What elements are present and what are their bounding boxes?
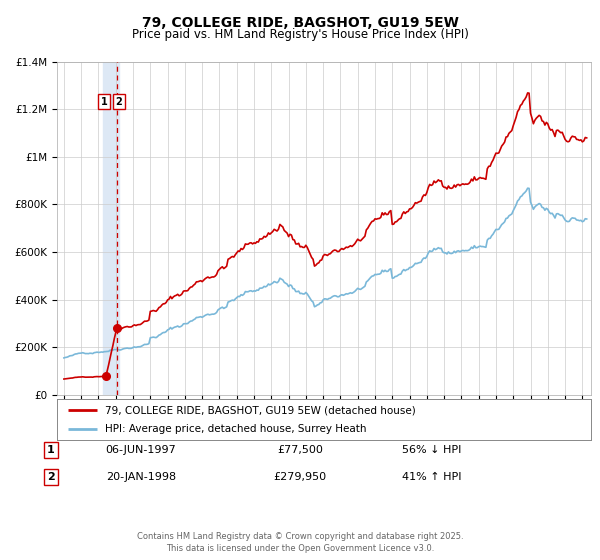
Text: 20-JAN-1998: 20-JAN-1998: [106, 472, 176, 482]
Text: 79, COLLEGE RIDE, BAGSHOT, GU19 5EW: 79, COLLEGE RIDE, BAGSHOT, GU19 5EW: [142, 16, 458, 30]
Text: 56% ↓ HPI: 56% ↓ HPI: [403, 445, 461, 455]
Text: 06-JUN-1997: 06-JUN-1997: [106, 445, 176, 455]
Text: 79, COLLEGE RIDE, BAGSHOT, GU19 5EW (detached house): 79, COLLEGE RIDE, BAGSHOT, GU19 5EW (det…: [105, 405, 416, 415]
Text: £279,950: £279,950: [274, 472, 326, 482]
Text: HPI: Average price, detached house, Surrey Heath: HPI: Average price, detached house, Surr…: [105, 424, 367, 433]
Text: £77,500: £77,500: [277, 445, 323, 455]
Text: 1: 1: [100, 96, 107, 106]
Text: Contains HM Land Registry data © Crown copyright and database right 2025.
This d: Contains HM Land Registry data © Crown c…: [137, 533, 463, 553]
Text: 2: 2: [115, 96, 122, 106]
Text: Price paid vs. HM Land Registry's House Price Index (HPI): Price paid vs. HM Land Registry's House …: [131, 28, 469, 41]
Text: 2: 2: [47, 472, 55, 482]
Text: 41% ↑ HPI: 41% ↑ HPI: [402, 472, 462, 482]
Bar: [103, 62, 119, 395]
Text: 1: 1: [47, 445, 55, 455]
